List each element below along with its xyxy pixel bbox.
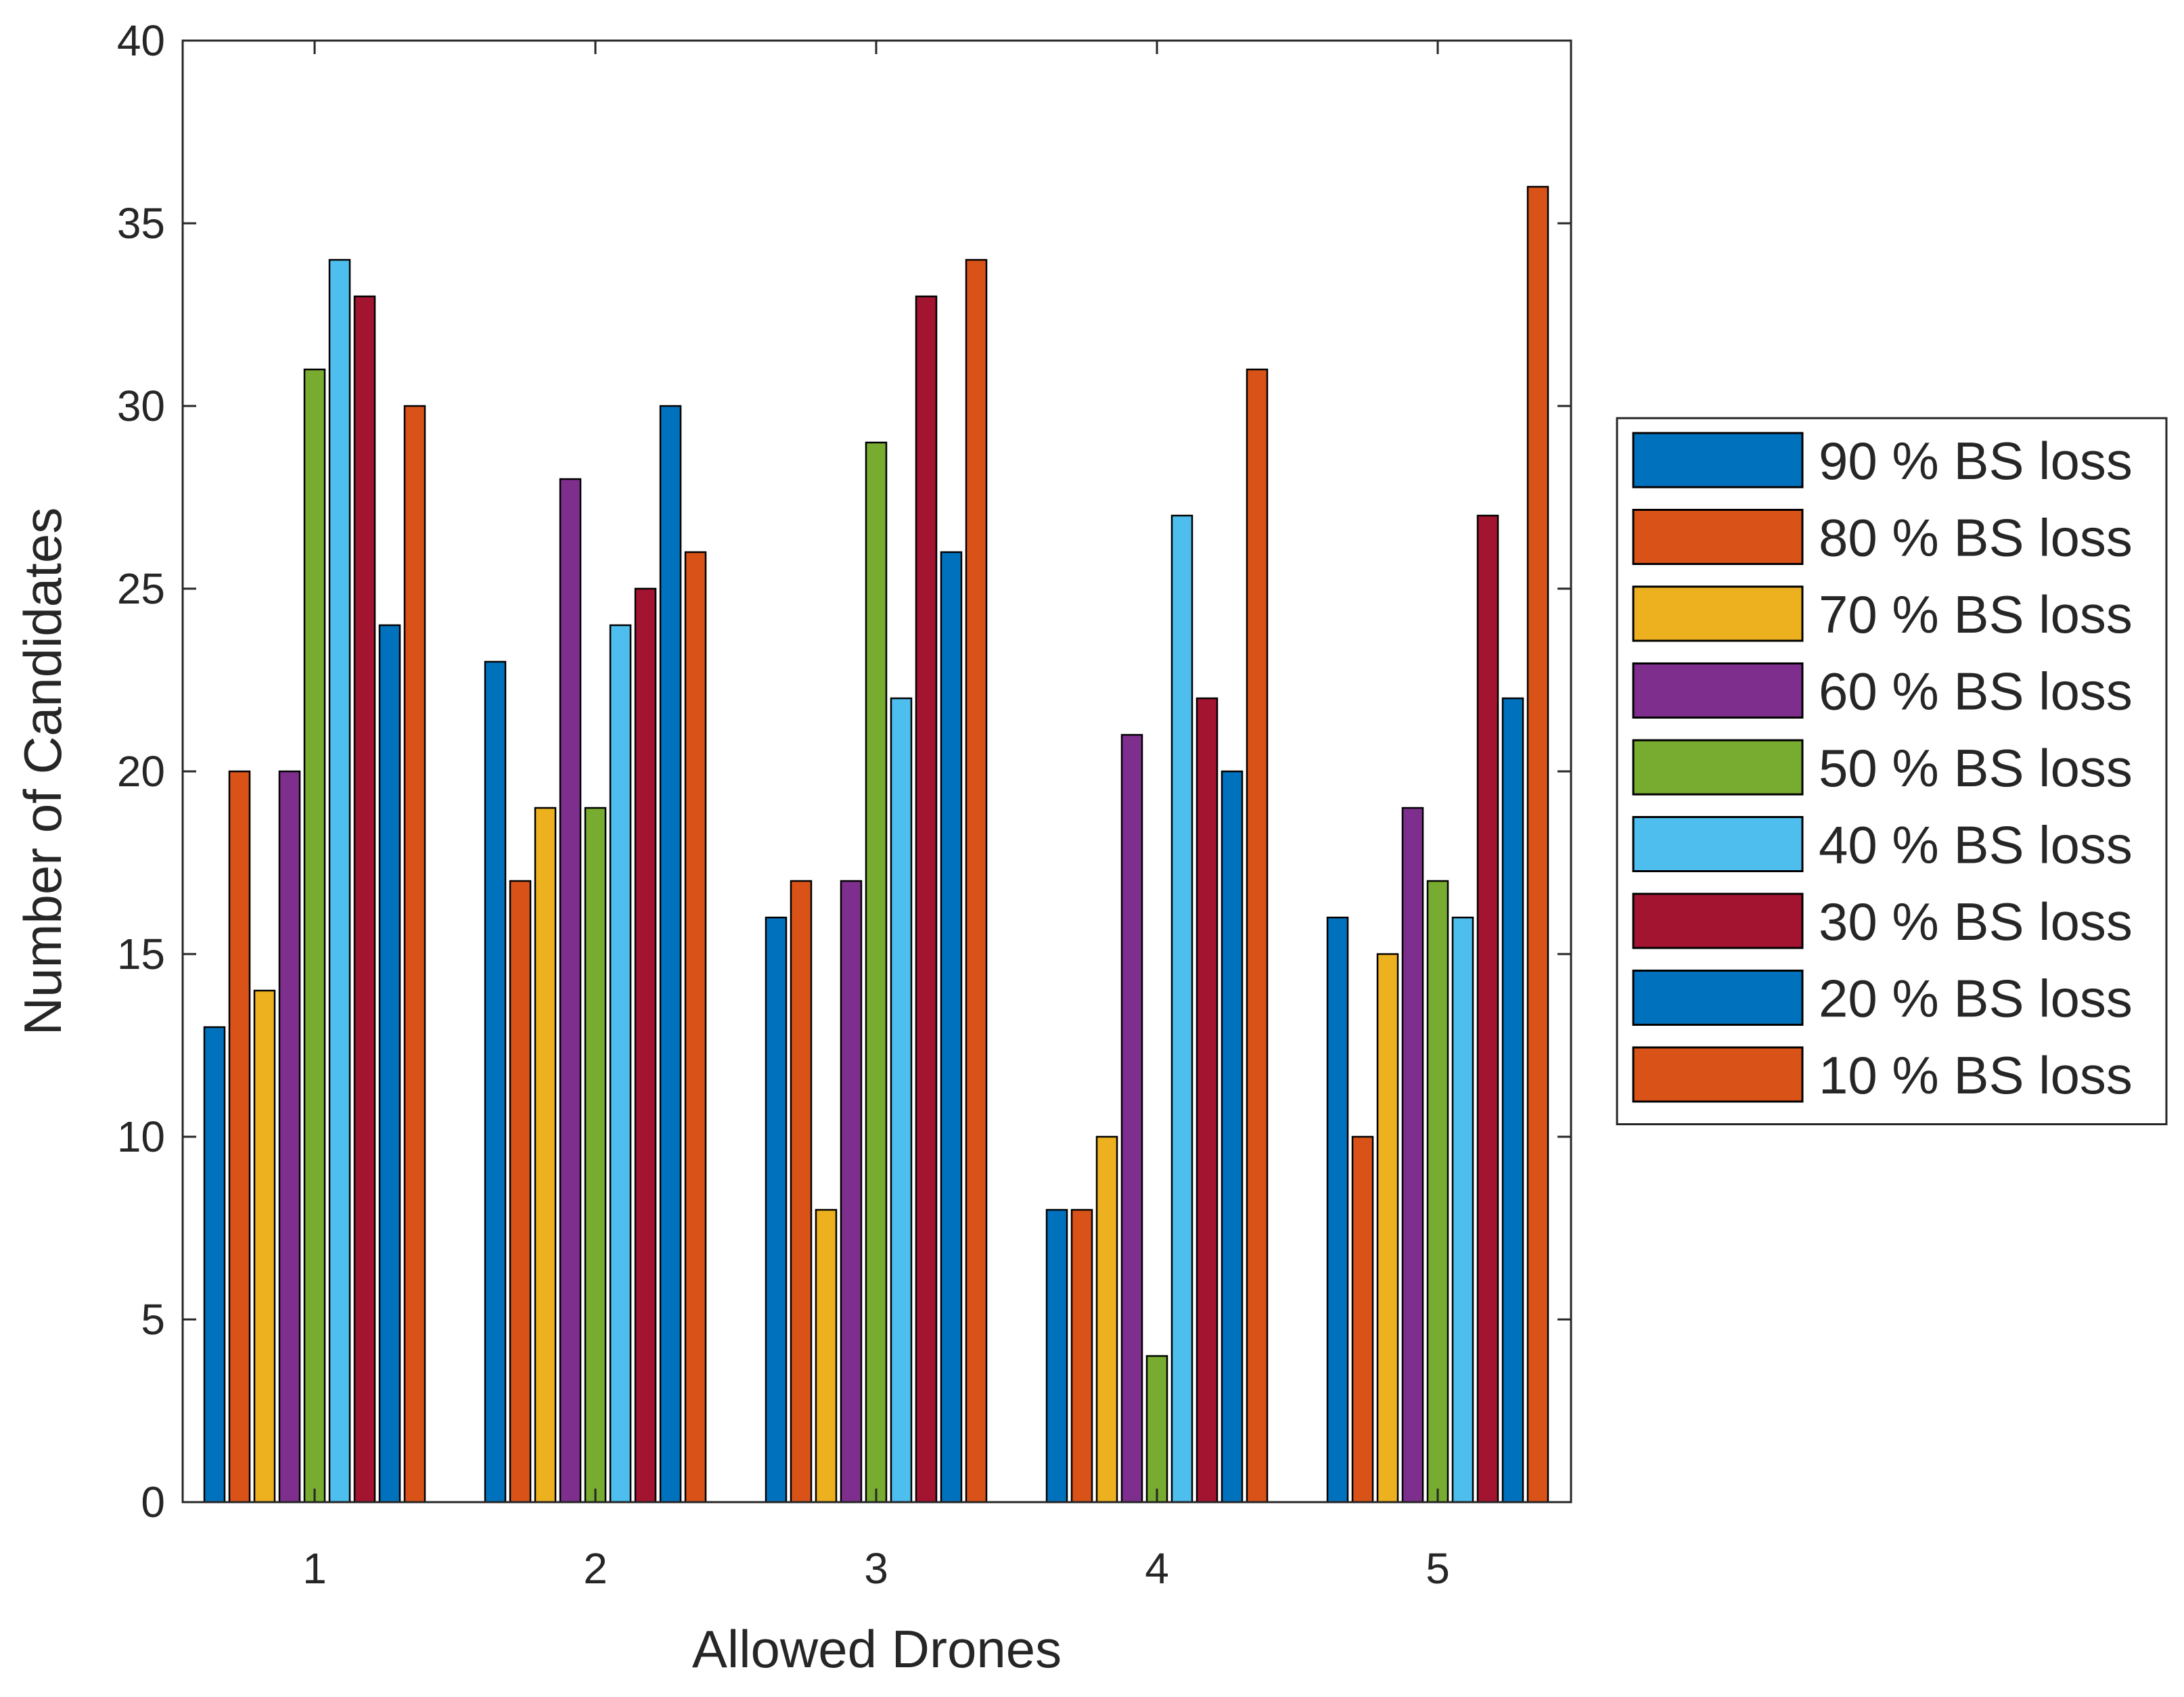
y-tick-label: 25 xyxy=(117,564,165,613)
bar-30-bs-loss-cat-3 xyxy=(915,295,938,1503)
bar-20-bs-loss-cat-3 xyxy=(940,551,963,1503)
bar-50-bs-loss-cat-2 xyxy=(584,807,607,1503)
y-tick-label: 20 xyxy=(117,747,165,796)
legend-label: 10 % BS loss xyxy=(1819,1045,2133,1105)
legend-label: 30 % BS loss xyxy=(1819,892,2133,951)
bar-40-bs-loss-cat-3 xyxy=(890,697,913,1503)
bar-90-bs-loss-cat-1 xyxy=(203,1026,226,1503)
bar-90-bs-loss-cat-2 xyxy=(484,660,507,1503)
legend-label: 60 % BS loss xyxy=(1819,662,2133,721)
bar-90-bs-loss-cat-4 xyxy=(1045,1208,1068,1503)
bar-80-bs-loss-cat-5 xyxy=(1351,1135,1374,1503)
bar-30-bs-loss-cat-1 xyxy=(353,295,376,1503)
bar-40-bs-loss-cat-5 xyxy=(1451,916,1474,1503)
legend-swatch xyxy=(1632,1046,1804,1103)
y-tick-label: 40 xyxy=(117,16,165,65)
bar-60-bs-loss-cat-4 xyxy=(1120,733,1143,1503)
bar-70-bs-loss-cat-5 xyxy=(1376,953,1399,1503)
bar-20-bs-loss-cat-5 xyxy=(1501,697,1524,1503)
x-tick-label: 4 xyxy=(1145,1544,1169,1593)
bar-10-bs-loss-cat-5 xyxy=(1526,185,1549,1503)
x-tick-label: 2 xyxy=(583,1544,608,1593)
bar-80-bs-loss-cat-2 xyxy=(509,880,532,1503)
bar-30-bs-loss-cat-5 xyxy=(1476,514,1499,1503)
bar-60-bs-loss-cat-3 xyxy=(840,880,863,1503)
bar-10-bs-loss-cat-2 xyxy=(684,551,707,1503)
bar-20-bs-loss-cat-4 xyxy=(1221,770,1244,1503)
x-tick-label: 1 xyxy=(302,1544,327,1593)
bar-10-bs-loss-cat-3 xyxy=(965,258,988,1503)
bar-90-bs-loss-cat-3 xyxy=(765,916,788,1503)
legend-swatch xyxy=(1632,432,1804,489)
legend-label: 40 % BS loss xyxy=(1819,815,2133,875)
x-tick-label: 3 xyxy=(864,1544,888,1593)
bar-40-bs-loss-cat-1 xyxy=(328,258,351,1503)
bar-70-bs-loss-cat-3 xyxy=(815,1208,838,1503)
legend-swatch xyxy=(1632,816,1804,872)
bar-80-bs-loss-cat-3 xyxy=(790,880,813,1503)
bar-50-bs-loss-cat-5 xyxy=(1426,880,1449,1503)
ticks-layer: 0 5 10 15 20 25 30 35 40 1 2 3 4 5 xyxy=(117,16,1571,1593)
x-tick-label: 5 xyxy=(1426,1544,1450,1593)
bar-30-bs-loss-cat-4 xyxy=(1196,697,1219,1503)
y-tick-label: 5 xyxy=(141,1295,165,1344)
bar-50-bs-loss-cat-3 xyxy=(865,441,888,1503)
y-tick-label: 0 xyxy=(141,1478,165,1526)
bar-10-bs-loss-cat-1 xyxy=(403,405,426,1503)
bar-40-bs-loss-cat-4 xyxy=(1170,514,1193,1503)
bar-20-bs-loss-cat-1 xyxy=(378,624,401,1503)
bar-30-bs-loss-cat-2 xyxy=(634,587,657,1503)
legend-swatch xyxy=(1632,892,1804,949)
bar-70-bs-loss-cat-1 xyxy=(253,989,276,1503)
legend-label: 50 % BS loss xyxy=(1819,738,2133,798)
bars-layer xyxy=(203,185,1549,1503)
bar-20-bs-loss-cat-2 xyxy=(659,405,682,1503)
bar-60-bs-loss-cat-1 xyxy=(278,770,301,1503)
bar-90-bs-loss-cat-5 xyxy=(1326,916,1349,1503)
y-tick-label: 15 xyxy=(117,930,165,978)
bar-70-bs-loss-cat-4 xyxy=(1095,1135,1118,1503)
legend-swatch xyxy=(1632,662,1804,719)
bar-40-bs-loss-cat-2 xyxy=(609,624,632,1503)
bar-60-bs-loss-cat-2 xyxy=(559,478,582,1503)
bar-60-bs-loss-cat-5 xyxy=(1401,807,1424,1503)
legend-label: 20 % BS loss xyxy=(1819,969,2133,1028)
bar-50-bs-loss-cat-4 xyxy=(1145,1355,1168,1503)
legend-swatch xyxy=(1632,585,1804,642)
y-tick-label: 35 xyxy=(117,199,165,248)
bar-10-bs-loss-cat-4 xyxy=(1246,368,1269,1503)
legend-swatch xyxy=(1632,509,1804,565)
legend-label: 80 % BS loss xyxy=(1819,508,2133,568)
bar-80-bs-loss-cat-4 xyxy=(1070,1208,1093,1503)
y-axis-label: Number of Candidates xyxy=(13,507,72,1035)
y-tick-label: 10 xyxy=(117,1112,165,1161)
legend-swatch xyxy=(1632,739,1804,796)
bar-50-bs-loss-cat-1 xyxy=(303,368,326,1503)
legend-label: 70 % BS loss xyxy=(1819,585,2133,644)
legend-label: 90 % BS loss xyxy=(1819,431,2133,491)
bar-70-bs-loss-cat-2 xyxy=(534,807,557,1503)
legend: 90 % BS loss 80 % BS loss 70 % BS loss 60 %… xyxy=(1616,417,2168,1125)
legend-swatch xyxy=(1632,970,1804,1026)
y-tick-label: 30 xyxy=(117,382,165,430)
x-axis-label: Allowed Drones xyxy=(692,1619,1062,1679)
bar-80-bs-loss-cat-1 xyxy=(228,770,251,1503)
